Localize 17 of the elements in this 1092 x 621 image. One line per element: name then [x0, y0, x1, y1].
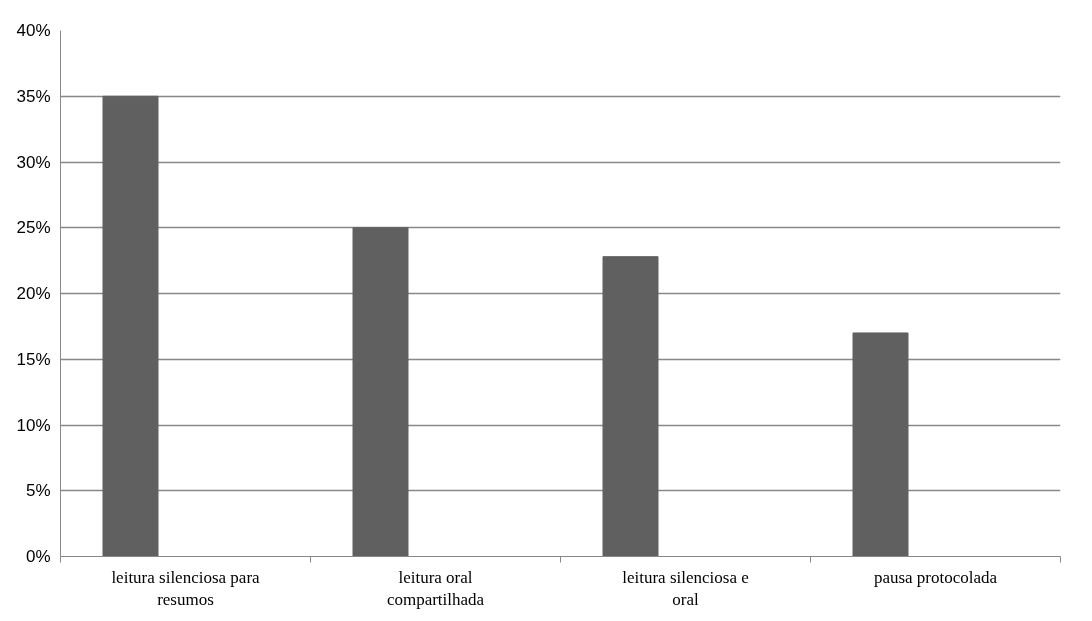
bar	[852, 332, 909, 557]
y-tick-label: 0%	[25, 547, 51, 566]
y-tick-label: 35%	[16, 86, 51, 106]
y-tick-label: 20%	[16, 284, 51, 303]
y-tick-label: 5%	[25, 481, 51, 501]
x-tick-label: leitura silenciosa e oral	[622, 567, 749, 610]
y-tick-label: 25%	[16, 218, 51, 238]
bar	[602, 256, 659, 557]
bar	[352, 227, 409, 557]
y-tick-label: 40%	[16, 21, 51, 40]
bar	[102, 95, 159, 557]
x-tick-label: pausa protocolada	[873, 567, 998, 587]
y-tick-label: 10%	[16, 415, 51, 435]
y-tick-label: 15%	[16, 349, 51, 369]
x-tick-label: leitura silenciosa para resumos	[111, 567, 261, 610]
x-tick-label: leitura oral compartilhada	[386, 567, 485, 610]
y-tick-label: 30%	[16, 152, 51, 172]
